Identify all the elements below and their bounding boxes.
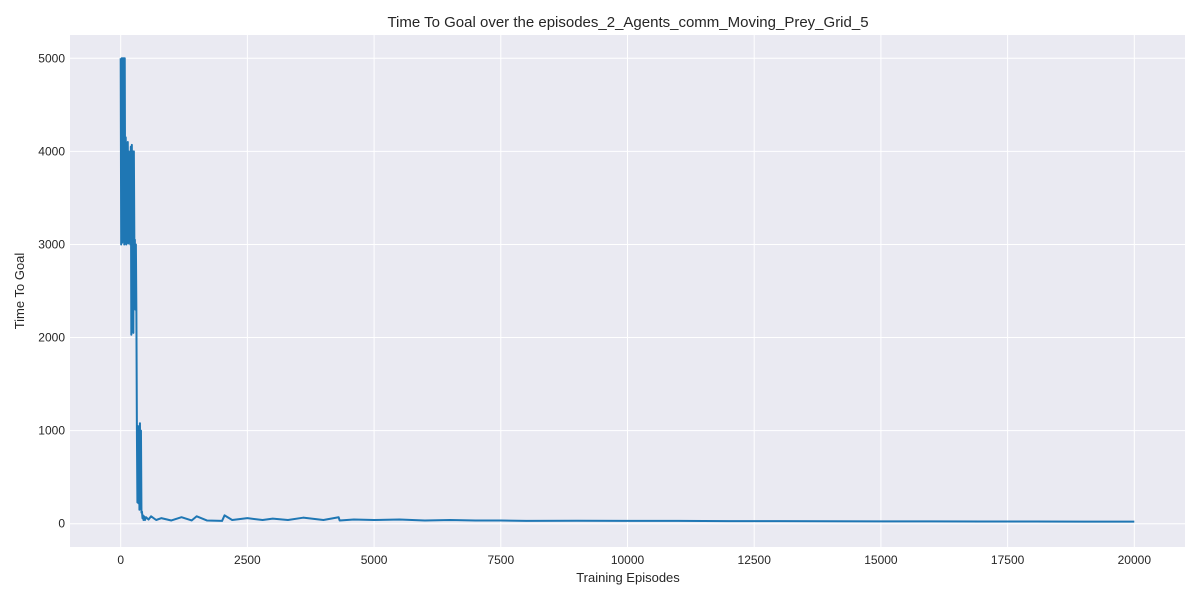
series-line xyxy=(119,57,1135,523)
x-tick-label: 10000 xyxy=(611,553,645,567)
chart-title: Time To Goal over the episodes_2_Agents_… xyxy=(387,14,868,31)
x-tick-label: 15000 xyxy=(864,553,898,567)
y-tick-label: 3000 xyxy=(38,237,65,251)
x-tick-label: 0 xyxy=(117,553,124,567)
x-tick-label: 12500 xyxy=(738,553,772,567)
x-axis-label: Training Episodes xyxy=(576,570,680,585)
y-tick-label: 0 xyxy=(58,517,65,531)
y-axis-ticks: 0 1000 2000 3000 4000 5000 xyxy=(38,51,65,530)
x-tick-label: 20000 xyxy=(1118,553,1152,567)
y-axis-label: Time To Goal xyxy=(12,253,27,330)
y-tick-label: 2000 xyxy=(38,331,65,345)
x-tick-label: 2500 xyxy=(234,553,261,567)
x-tick-label: 7500 xyxy=(487,553,514,567)
y-tick-label: 5000 xyxy=(38,51,65,65)
x-axis-ticks: 0 2500 5000 7500 10000 12500 15000 17500 20000 xyxy=(117,553,1151,567)
y-tick-label: 1000 xyxy=(38,424,65,438)
x-tick-label: 17500 xyxy=(991,553,1025,567)
grid xyxy=(70,35,1185,547)
y-tick-label: 4000 xyxy=(38,144,65,158)
x-tick-label: 5000 xyxy=(361,553,388,567)
